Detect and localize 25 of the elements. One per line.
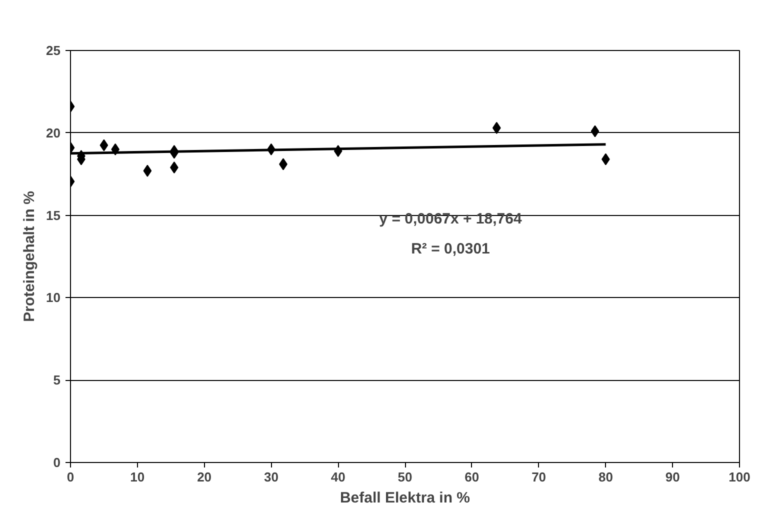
annotation: y = 0,0067x + 18,764	[379, 210, 522, 228]
y-tick-label: 10	[46, 290, 61, 306]
point	[590, 125, 600, 138]
y-tick-label: 20	[46, 125, 61, 140]
x-tick-label: 20	[197, 470, 212, 484]
x-tick-label: 60	[464, 470, 480, 484]
x-tick-label: 90	[665, 470, 680, 484]
x-tick-label: 70	[532, 470, 546, 484]
annotation: R² = 0,0301	[411, 240, 490, 258]
x-tick-label: 100	[728, 470, 750, 484]
y-tick-label: 0	[53, 455, 61, 470]
x-tick-label: 0	[66, 470, 74, 484]
point	[100, 139, 108, 152]
point	[143, 164, 152, 177]
point	[492, 122, 501, 134]
y-tick-label: 5	[53, 372, 61, 388]
x-tick-label: 40	[330, 470, 346, 484]
x-tick-label: 30	[264, 470, 278, 484]
x-tick-label: 80	[598, 470, 613, 484]
x-tick-label: 10	[130, 470, 145, 484]
y-tick-label: 15	[46, 208, 61, 223]
y-axis-title: Proteingehalt in %	[21, 191, 38, 322]
x-axis-title: Befall Elektra in %	[340, 490, 470, 506]
x-tick-label: 50	[398, 470, 412, 484]
y-tick-label: 25	[46, 43, 61, 58]
